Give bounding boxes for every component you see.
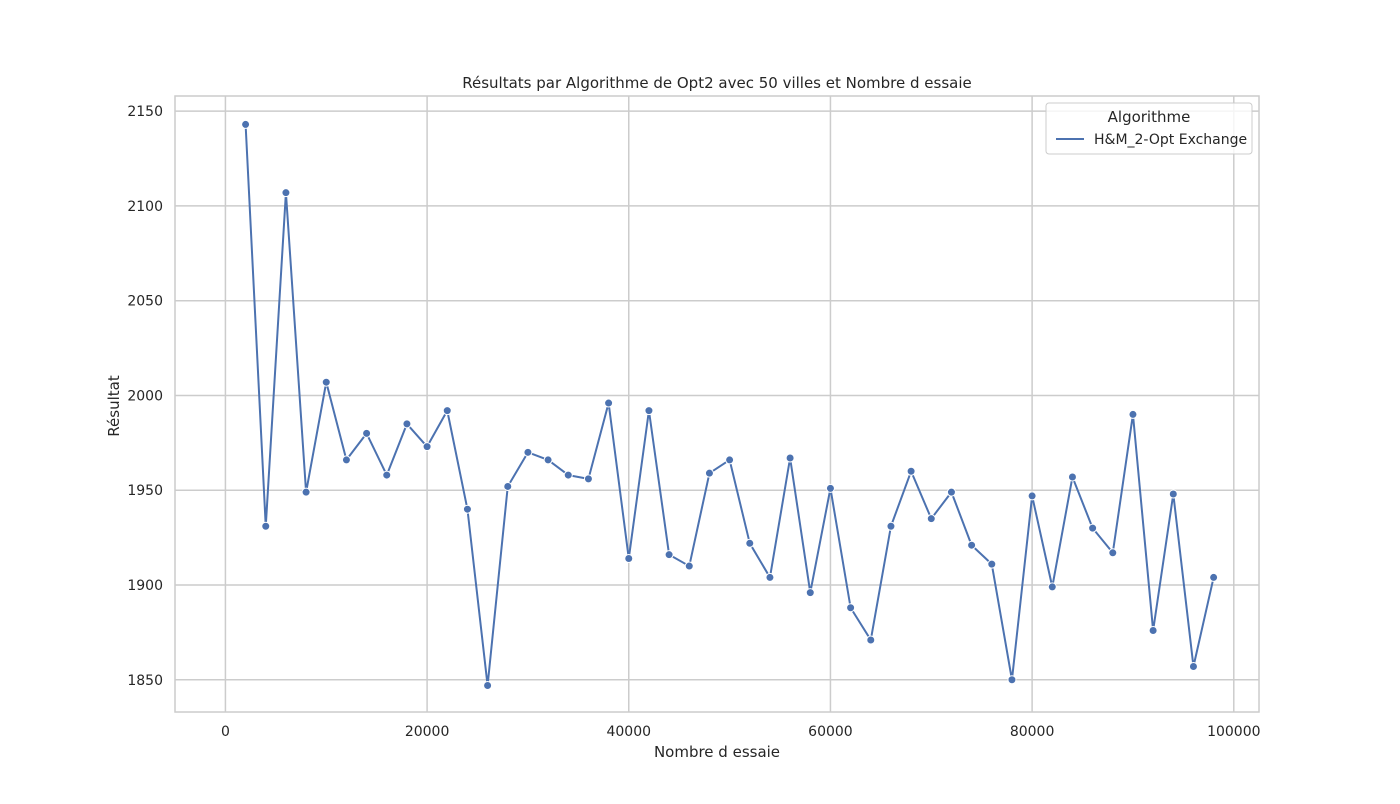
data-point <box>664 550 674 560</box>
y-tick-label: 2000 <box>127 388 163 404</box>
y-tick-label: 1900 <box>127 578 163 594</box>
data-point <box>805 588 815 598</box>
x-axis-ticks: 0 20000 40000 60000 80000 100000 <box>221 724 1261 740</box>
y-axis-ticks: 1850 1900 1950 2000 2050 2100 2150 <box>127 104 163 689</box>
legend-title: Algorithme <box>1108 108 1191 126</box>
data-point <box>523 447 533 457</box>
data-point <box>604 398 614 408</box>
data-point <box>866 635 876 645</box>
data-point <box>906 466 916 476</box>
data-point <box>1168 489 1178 499</box>
x-tick-label: 40000 <box>606 724 651 740</box>
data-point <box>704 468 714 478</box>
data-point <box>382 470 392 480</box>
y-tick-label: 1850 <box>127 673 163 689</box>
chart-title: Résultats par Algorithme de Opt2 avec 50… <box>462 74 972 92</box>
data-point <box>1128 409 1138 419</box>
x-tick-label: 20000 <box>405 724 450 740</box>
y-tick-label: 2050 <box>127 294 163 310</box>
data-point <box>583 474 593 484</box>
data-point <box>1047 582 1057 592</box>
data-point <box>362 428 372 438</box>
legend-box <box>1045 102 1253 155</box>
data-point <box>987 559 997 569</box>
data-point <box>825 483 835 493</box>
data-point <box>442 406 452 416</box>
data-point <box>1067 472 1077 482</box>
series-line <box>244 124 1215 687</box>
series-layer <box>241 119 1219 690</box>
grid <box>175 96 1259 712</box>
data-point <box>462 504 472 514</box>
data-point <box>483 680 493 690</box>
data-point <box>846 603 856 613</box>
legend-series-label: H&M_2-Opt Exchange <box>1094 132 1247 148</box>
data-point <box>886 521 896 531</box>
y-tick-label: 2150 <box>127 104 163 120</box>
x-axis-label: Nombre d essaie <box>654 743 780 761</box>
x-tick-label: 0 <box>221 724 230 740</box>
data-point <box>402 419 412 429</box>
data-point <box>926 514 936 524</box>
data-point <box>1027 491 1037 501</box>
data-point <box>563 470 573 480</box>
data-point <box>1088 523 1098 533</box>
data-point <box>684 561 694 571</box>
y-tick-label: 1950 <box>127 483 163 499</box>
data-point <box>765 572 775 582</box>
y-axis-label: Résultat <box>105 375 123 437</box>
data-point <box>341 455 351 465</box>
data-point <box>241 119 251 129</box>
x-tick-label: 100000 <box>1207 724 1260 740</box>
data-point <box>301 487 311 497</box>
y-tick-label: 2100 <box>127 199 163 215</box>
data-point <box>321 377 331 387</box>
data-point <box>745 538 755 548</box>
x-tick-label: 80000 <box>1010 724 1055 740</box>
data-point <box>422 442 432 452</box>
data-point <box>967 540 977 550</box>
data-point <box>946 487 956 497</box>
data-point <box>1108 548 1118 558</box>
data-point <box>1209 572 1219 582</box>
data-point <box>1007 675 1017 685</box>
data-point <box>785 453 795 463</box>
data-point <box>1148 625 1158 635</box>
x-tick-label: 60000 <box>808 724 853 740</box>
data-point <box>261 521 271 531</box>
plot-border <box>174 95 1260 713</box>
data-point <box>644 406 654 416</box>
data-point <box>624 553 634 563</box>
data-point <box>281 188 291 198</box>
plot-frame <box>174 95 1260 713</box>
data-point <box>543 455 553 465</box>
data-point <box>1188 662 1198 672</box>
legend: Algorithme H&M_2-Opt Exchange <box>1045 102 1253 155</box>
data-point <box>503 481 513 491</box>
data-point <box>725 455 735 465</box>
